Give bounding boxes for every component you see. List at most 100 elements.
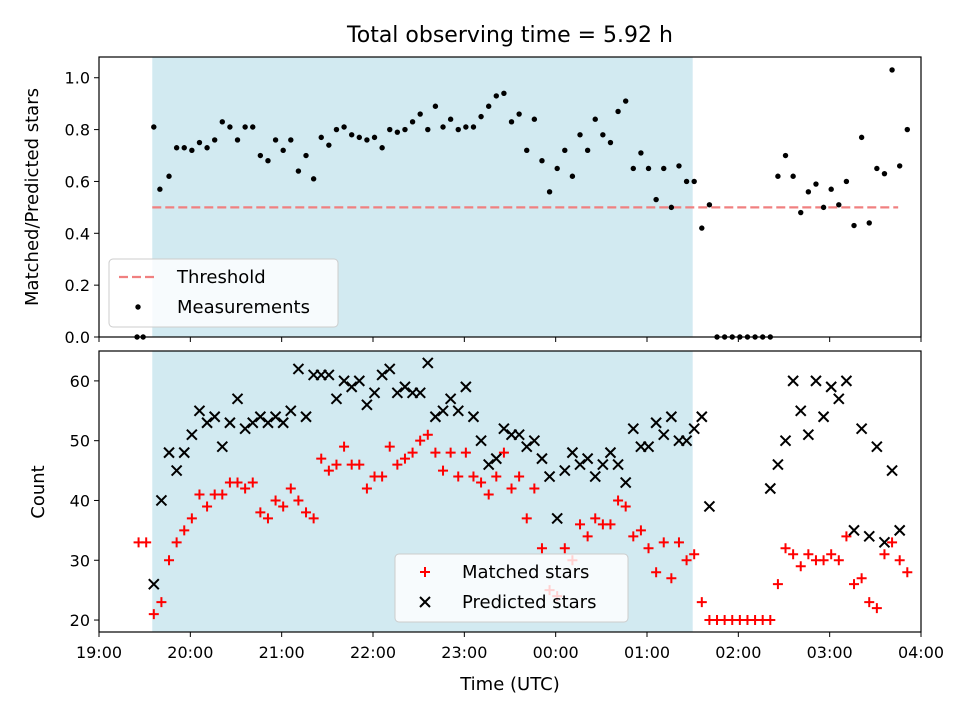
bottom-panel: 19:00 20:00 21:00 22:00 23:00 00:00 01:00 02:00… <box>70 350 944 662</box>
data-point <box>285 483 296 494</box>
data-point <box>536 452 548 465</box>
data-point <box>582 531 593 542</box>
data-point <box>368 387 381 399</box>
data-point <box>250 124 256 130</box>
legend-matched-label: Matched stars <box>462 562 589 583</box>
series-measurements <box>134 67 910 340</box>
data-point <box>597 458 609 471</box>
data-point <box>440 124 446 130</box>
data-point <box>295 168 302 174</box>
data-point <box>157 186 163 192</box>
plot-frame <box>98 56 922 338</box>
legend: Threshold Measurements <box>108 258 339 328</box>
data-point <box>354 459 365 470</box>
data-point <box>575 519 586 530</box>
data-point <box>300 411 312 423</box>
data-point <box>409 119 416 125</box>
data-point <box>272 137 279 143</box>
data-point <box>257 152 264 159</box>
data-point <box>371 134 378 141</box>
data-point <box>772 579 783 590</box>
data-point <box>668 204 675 211</box>
data-point <box>490 452 503 465</box>
bottom-y-axis-label: Count <box>28 465 49 518</box>
data-point <box>559 543 570 554</box>
data-point <box>156 597 167 608</box>
x-tick-label: 01:00 <box>624 643 670 662</box>
data-point <box>787 375 799 387</box>
series-predicted-stars <box>148 357 906 590</box>
data-point <box>840 375 853 387</box>
data-point <box>293 495 304 506</box>
data-point <box>345 381 358 393</box>
data-point <box>208 411 221 423</box>
data-point <box>425 126 431 133</box>
data-point <box>554 165 560 172</box>
data-point <box>795 561 806 572</box>
data-point <box>886 464 898 477</box>
data-point <box>216 440 229 453</box>
data-point <box>524 147 530 154</box>
data-point <box>364 137 370 143</box>
data-point <box>437 405 449 417</box>
data-point <box>780 543 791 554</box>
data-point <box>231 393 244 405</box>
data-point <box>879 549 890 560</box>
data-point <box>422 357 434 369</box>
data-point <box>866 220 872 226</box>
legend-predicted-swatch <box>419 596 431 608</box>
data-point <box>871 440 883 453</box>
data-point <box>658 537 669 548</box>
data-point <box>265 158 271 164</box>
data-point <box>863 530 875 543</box>
data-point <box>566 446 579 459</box>
x-tick-label: 20:00 <box>167 643 213 662</box>
x-tick-label: 22:00 <box>350 643 396 662</box>
data-point <box>392 459 403 470</box>
data-point <box>604 446 617 459</box>
data-point <box>703 500 716 513</box>
data-point <box>896 163 903 169</box>
data-point <box>836 202 842 208</box>
data-point <box>455 126 461 133</box>
data-point <box>841 531 852 542</box>
data-point <box>589 470 601 483</box>
data-point <box>148 578 160 590</box>
data-point <box>653 196 659 203</box>
data-point <box>438 465 449 476</box>
legend: Matched stars Predicted stars <box>394 553 629 623</box>
data-point <box>798 209 804 216</box>
data-point <box>628 531 639 542</box>
data-point <box>452 405 464 417</box>
data-point <box>706 202 713 208</box>
data-point <box>277 417 289 429</box>
x-axis-label: Time (UTC) <box>459 674 560 695</box>
data-point <box>848 524 860 537</box>
data-point <box>680 434 693 447</box>
data-point <box>864 597 875 608</box>
data-point <box>460 447 471 458</box>
data-point <box>665 411 678 423</box>
data-point <box>855 423 868 435</box>
data-point <box>415 435 426 446</box>
data-point <box>384 363 396 375</box>
data-point <box>356 134 362 141</box>
data-point <box>779 434 792 447</box>
data-point <box>338 375 350 387</box>
data-point <box>613 495 624 506</box>
data-point <box>508 119 515 125</box>
data-point <box>310 176 317 182</box>
data-point <box>476 477 487 488</box>
data-point <box>323 465 334 476</box>
data-point <box>630 165 636 172</box>
data-point <box>635 525 646 536</box>
data-point <box>204 145 210 151</box>
data-point <box>194 489 205 500</box>
data-point <box>627 423 640 435</box>
legend-matched-swatch <box>420 567 430 577</box>
data-point <box>239 423 251 435</box>
top-y-axis-label: Matched/Predicted stars <box>22 88 43 306</box>
data-point <box>605 519 616 530</box>
data-point <box>833 393 845 405</box>
legend-measurements-swatch <box>135 304 141 310</box>
